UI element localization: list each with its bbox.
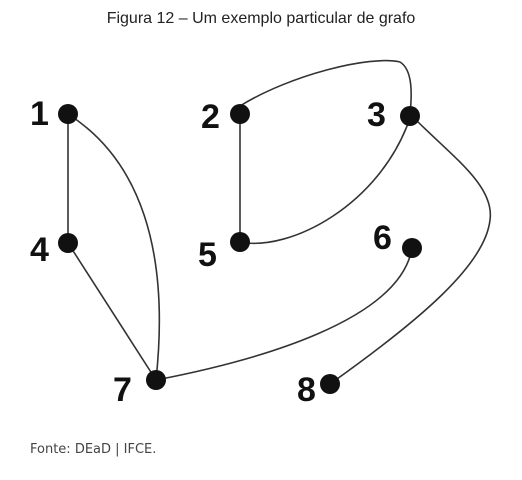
edge-2-3 [239, 59, 412, 115]
node-label-1: 1 [30, 95, 49, 133]
node-label-5: 5 [198, 236, 217, 274]
node-label-2: 2 [201, 98, 220, 136]
node-label-4: 4 [30, 231, 49, 269]
edge-3-8 [329, 113, 492, 385]
node-2 [230, 104, 250, 124]
edge-4-7 [67, 242, 157, 381]
node-7 [146, 370, 166, 390]
node-5 [230, 232, 250, 252]
node-3 [400, 106, 420, 126]
edge-5-3 [239, 117, 411, 245]
node-8 [320, 374, 340, 394]
figure-source: Fonte: DEaD | IFCE. [30, 442, 157, 457]
node-4 [58, 233, 78, 253]
node-6 [402, 238, 422, 258]
node-label-6: 6 [373, 219, 392, 257]
figure-caption: Figura 12 – Um exemplo particular de gra… [106, 10, 416, 27]
node-label-7: 7 [113, 371, 132, 409]
edge-7-6 [155, 247, 413, 381]
node-label-8: 8 [297, 371, 316, 409]
node-1 [58, 104, 78, 124]
edge-1-7 [67, 113, 161, 381]
node-label-3: 3 [367, 96, 386, 134]
